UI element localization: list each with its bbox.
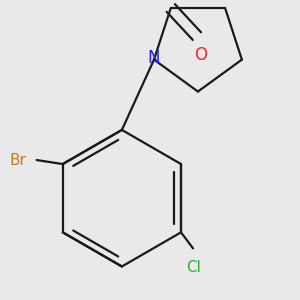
Text: N: N bbox=[148, 49, 160, 67]
Text: Br: Br bbox=[10, 152, 27, 167]
Text: O: O bbox=[194, 46, 207, 64]
Text: Cl: Cl bbox=[186, 260, 200, 275]
